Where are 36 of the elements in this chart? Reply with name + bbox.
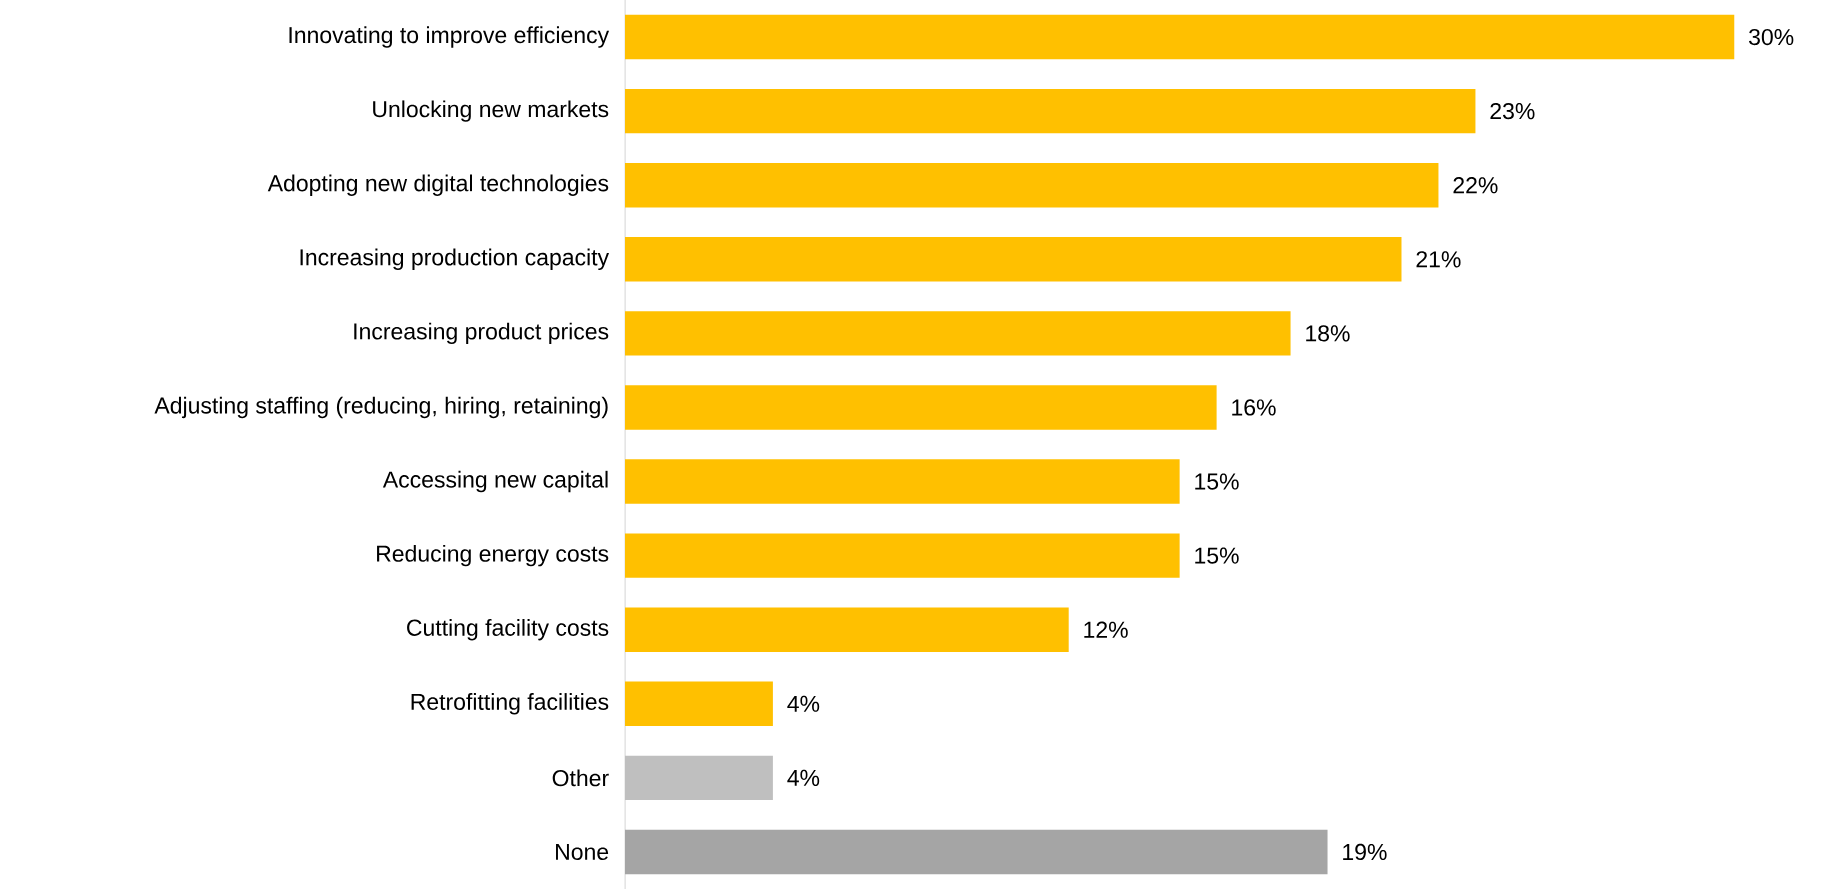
bar bbox=[625, 237, 1402, 282]
y-tick-label: Unlocking new markets bbox=[373, 100, 609, 122]
bar bbox=[625, 533, 1180, 578]
bar bbox=[625, 14, 1735, 60]
bar bbox=[625, 385, 1217, 430]
data-label: 16% bbox=[1232, 399, 1276, 416]
bar bbox=[625, 755, 773, 801]
data-label: 4% bbox=[787, 695, 820, 712]
bar bbox=[625, 459, 1180, 504]
y-tick-label: Cutting facility costs bbox=[407, 618, 609, 641]
y-tick-label: Reducing energy costs bbox=[377, 544, 609, 567]
data-label: 30% bbox=[1749, 28, 1794, 46]
bar bbox=[625, 607, 1069, 652]
data-label: 4% bbox=[787, 769, 820, 786]
bar bbox=[625, 681, 773, 727]
y-tick-label: Increasing product prices bbox=[354, 322, 609, 345]
y-tick-label: Adopting new digital technologies bbox=[267, 174, 609, 196]
data-label: 21% bbox=[1416, 251, 1461, 268]
y-tick-label: Accessing new capital bbox=[382, 470, 608, 493]
bar bbox=[625, 829, 1328, 875]
data-label: 19% bbox=[1343, 843, 1387, 861]
y-tick-label: Other bbox=[552, 769, 609, 787]
y-tick-label: Adjusting staffing (reducing, hiring, retaining) bbox=[154, 396, 608, 419]
data-label: 23% bbox=[1490, 102, 1535, 120]
y-tick-label: None bbox=[556, 843, 609, 860]
data-label: 18% bbox=[1306, 325, 1350, 342]
data-label: 22% bbox=[1453, 177, 1498, 194]
data-label: 12% bbox=[1084, 621, 1128, 638]
y-tick-label: Innovating to improve efficiency bbox=[289, 26, 610, 48]
data-label: 15% bbox=[1195, 473, 1239, 490]
y-tick-label: Retrofitting facilities bbox=[411, 693, 609, 715]
bar bbox=[625, 88, 1476, 134]
bar bbox=[625, 162, 1439, 208]
data-label: 15% bbox=[1195, 547, 1239, 564]
bar bbox=[625, 311, 1291, 356]
y-tick-label: Increasing production capacity bbox=[300, 248, 610, 271]
